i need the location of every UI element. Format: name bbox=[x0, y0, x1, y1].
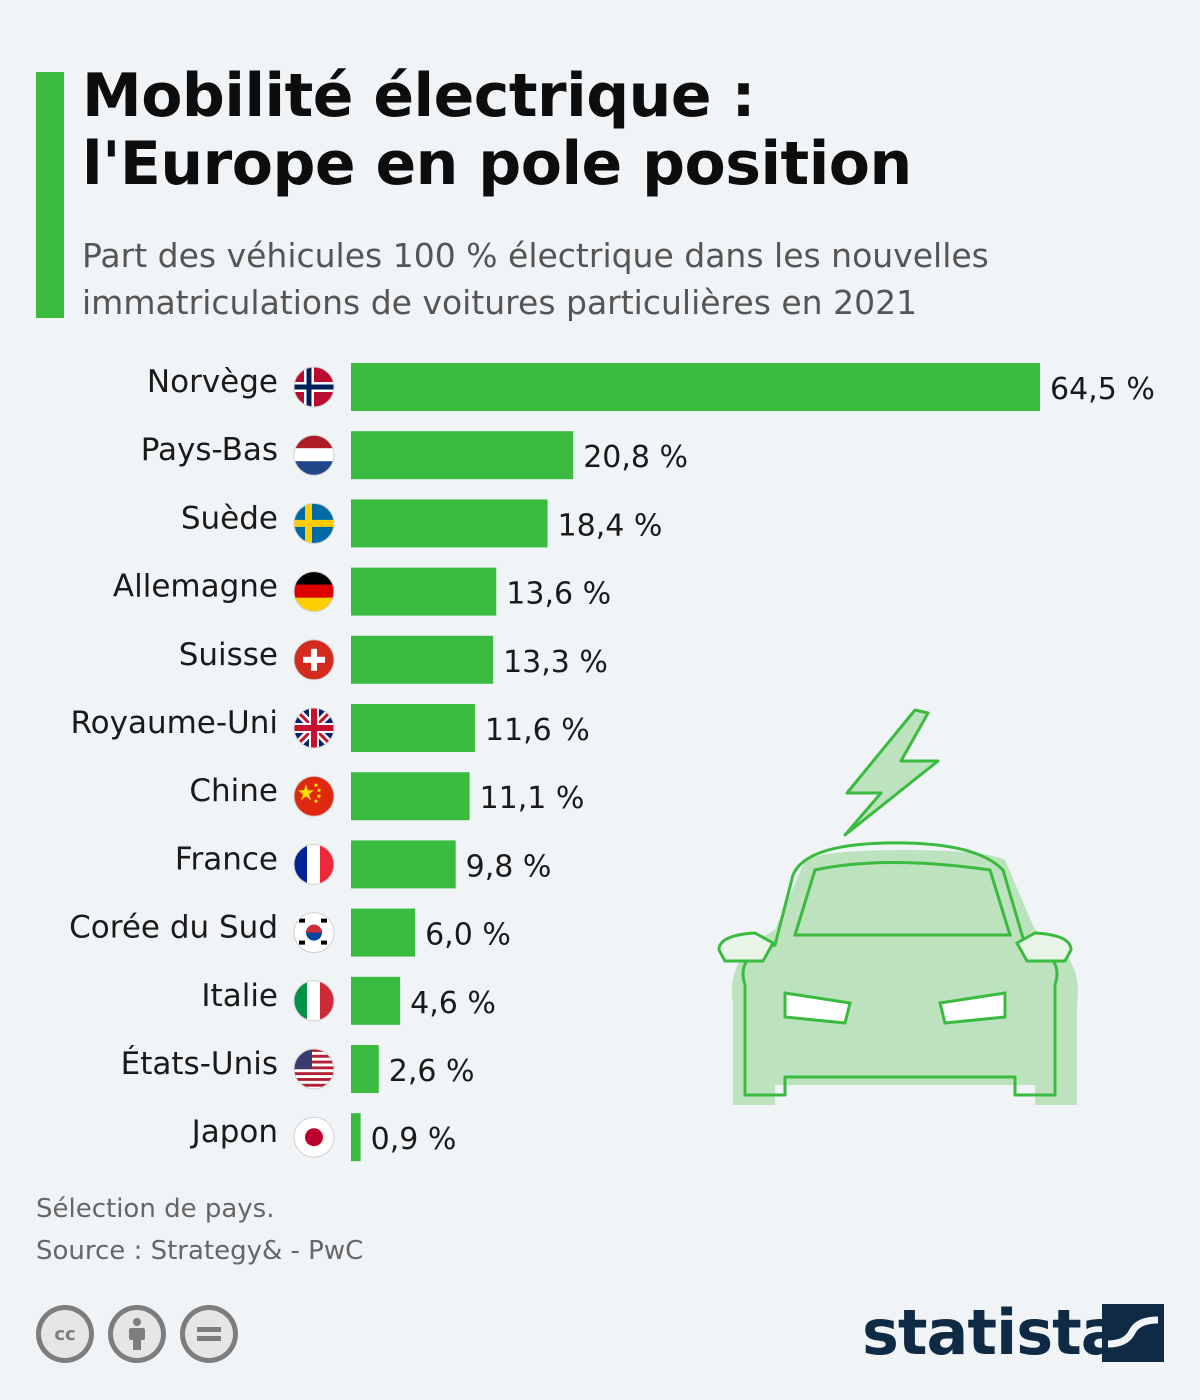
value-label: 13,6 % bbox=[506, 577, 611, 612]
title-line-2: l'Europe en pole position bbox=[82, 129, 912, 199]
statista-logo-icon[interactable] bbox=[1102, 1304, 1164, 1362]
bar bbox=[351, 908, 416, 957]
italy-flag-icon bbox=[294, 980, 334, 1021]
flag-border bbox=[293, 843, 335, 885]
bar bbox=[351, 567, 497, 616]
chart-subtitle: Part des véhicules 100 % électrique dans… bbox=[82, 232, 989, 326]
category-label: Royaume-Uni bbox=[70, 705, 278, 741]
bar bbox=[351, 772, 470, 821]
bar bbox=[351, 1113, 361, 1162]
value-label: 0,9 % bbox=[371, 1122, 457, 1157]
no-derivatives-icon[interactable] bbox=[180, 1305, 238, 1363]
usa-flag-icon bbox=[294, 1049, 334, 1089]
flag-border bbox=[293, 980, 335, 1022]
china-flag-icon bbox=[294, 776, 334, 817]
side-mirror-right bbox=[1014, 931, 1073, 963]
uk-flag-icon bbox=[294, 708, 334, 748]
value-label: 2,6 % bbox=[389, 1054, 475, 1089]
france-flag-icon bbox=[294, 844, 334, 885]
flag-border bbox=[293, 434, 335, 476]
value-label: 20,8 % bbox=[583, 440, 688, 475]
headlight-right bbox=[938, 991, 1007, 1025]
bar bbox=[351, 1045, 379, 1093]
netherlands-flag-icon bbox=[294, 435, 334, 476]
lightning-bolt-icon bbox=[843, 708, 940, 837]
side-mirror-left bbox=[717, 931, 776, 963]
headlight-left bbox=[783, 991, 852, 1025]
category-label: Norvège bbox=[147, 364, 278, 400]
category-label: France bbox=[175, 841, 278, 877]
value-label: 18,4 % bbox=[558, 508, 663, 543]
category-label: Chine bbox=[189, 773, 278, 809]
flag-border bbox=[293, 366, 335, 408]
category-label: Suède bbox=[181, 500, 278, 536]
value-label: 13,3 % bbox=[503, 645, 608, 680]
source-note: Source : Strategy& - PwC bbox=[36, 1236, 364, 1266]
cc-icon-label: cc bbox=[41, 1310, 89, 1358]
japan-flag-icon bbox=[294, 1117, 334, 1158]
value-label: 6,0 % bbox=[425, 918, 511, 953]
value-label: 11,1 % bbox=[480, 781, 585, 816]
flag-border bbox=[293, 1048, 335, 1090]
south-korea-flag-icon bbox=[294, 912, 334, 953]
category-label: Suisse bbox=[179, 637, 278, 673]
value-label: 64,5 % bbox=[1050, 372, 1155, 407]
windshield bbox=[792, 861, 1013, 937]
equals-icon bbox=[197, 1327, 221, 1341]
bar bbox=[351, 431, 574, 480]
sweden-flag-icon bbox=[294, 503, 334, 544]
flag-border bbox=[293, 502, 335, 544]
bar bbox=[351, 840, 456, 889]
category-label: Corée du Sud bbox=[69, 910, 278, 946]
bar bbox=[351, 499, 548, 548]
category-label: Pays-Bas bbox=[141, 432, 278, 468]
attribution-icon[interactable] bbox=[108, 1305, 166, 1363]
category-label: Japon bbox=[190, 1114, 278, 1150]
flag-border bbox=[293, 571, 335, 613]
category-label: Allemagne bbox=[113, 569, 278, 605]
bar bbox=[351, 635, 494, 684]
flag-border bbox=[293, 1116, 335, 1158]
title-line-1: Mobilité électrique : bbox=[82, 61, 755, 131]
accent-bar bbox=[36, 72, 64, 318]
cc-icon[interactable]: cc bbox=[36, 1305, 94, 1363]
category-label: Italie bbox=[201, 978, 278, 1014]
bar bbox=[351, 704, 475, 752]
flag-border bbox=[293, 639, 335, 681]
electric-car-icon bbox=[717, 708, 1079, 1105]
statista-logo-text[interactable]: statista bbox=[862, 1296, 1123, 1369]
flag-border bbox=[293, 912, 335, 954]
bar bbox=[351, 363, 1040, 411]
person-icon bbox=[129, 1318, 145, 1350]
page-title: Mobilité électrique : l'Europe en pole p… bbox=[82, 62, 912, 198]
norway-flag-icon bbox=[294, 367, 334, 407]
value-label: 9,8 % bbox=[466, 849, 552, 884]
bar bbox=[351, 976, 401, 1025]
selection-note: Sélection de pays. bbox=[36, 1194, 275, 1224]
car-body-shape bbox=[731, 850, 1079, 1105]
category-label: États-Unis bbox=[121, 1046, 278, 1082]
switzerland-flag-icon bbox=[294, 639, 334, 680]
bar-chart: Norvège 64,5 % Pays-Bas 20,8 % Suède 18,4 % Al… bbox=[69, 363, 1155, 1162]
value-label: 11,6 % bbox=[485, 713, 590, 748]
germany-flag-icon bbox=[294, 571, 334, 612]
subtitle-line-2: immatriculations de voitures particulièr… bbox=[82, 283, 918, 322]
value-label: 4,6 % bbox=[410, 986, 496, 1021]
flag-border bbox=[293, 707, 335, 749]
subtitle-line-1: Part des véhicules 100 % électrique dans… bbox=[82, 236, 989, 275]
flag-border bbox=[293, 775, 335, 817]
footnotes: Sélection de pays. Source : Strategy& - … bbox=[36, 1188, 363, 1272]
